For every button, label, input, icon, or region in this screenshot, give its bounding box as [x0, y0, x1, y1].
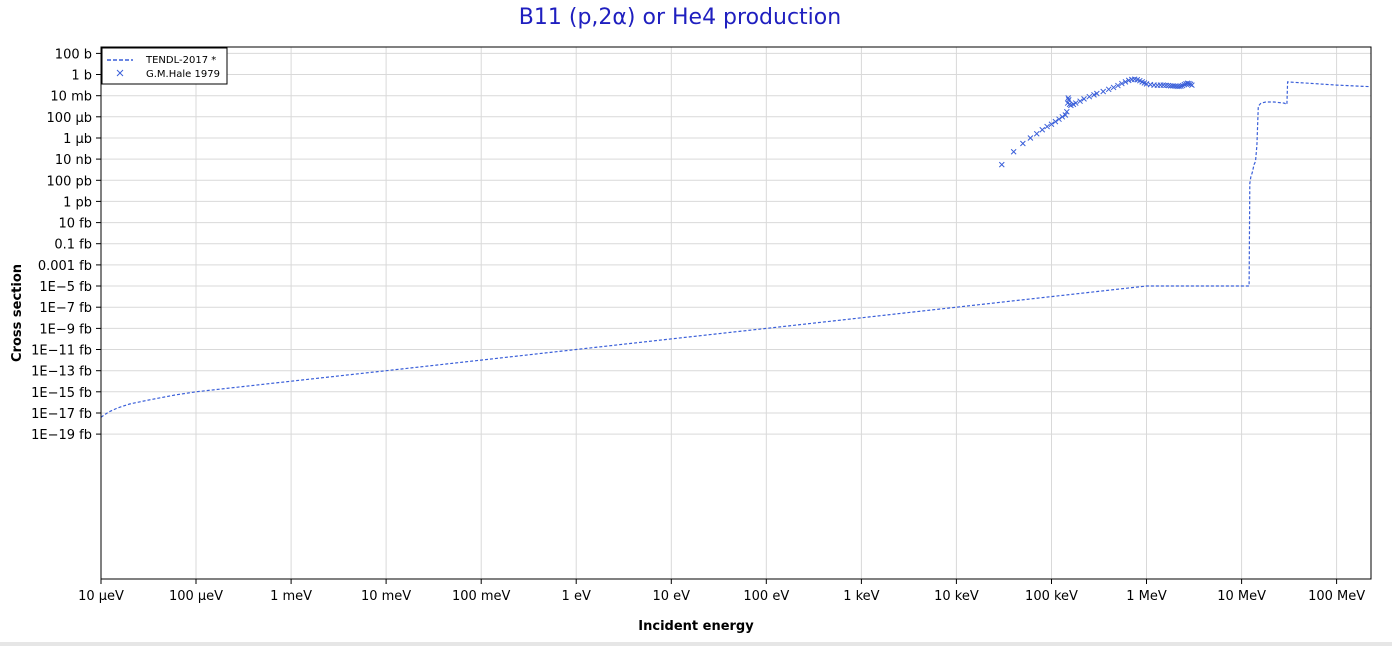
data-point-hale-1979 [998, 161, 1005, 168]
data-point-hale-1979 [1118, 80, 1125, 87]
x-tick-label: 1 eV [562, 589, 591, 604]
y-tick-label: 1 μb [63, 132, 92, 147]
y-tick-label: 1E−19 fb [31, 428, 92, 443]
data-point-hale-1979 [1065, 97, 1072, 103]
data-point-hale-1979 [1081, 96, 1087, 102]
data-point-hale-1979 [1167, 82, 1174, 89]
legend-label-hale: G.M.Hale 1979 [146, 69, 220, 80]
data-point-hale-1979 [1115, 82, 1121, 89]
data-point-hale-1979 [1110, 84, 1117, 91]
data-point-hale-1979 [1048, 121, 1055, 128]
plot-frame [100, 46, 1372, 580]
y-tick-label: 1E−11 fb [31, 344, 92, 359]
x-tick-label: 1 MeV [1126, 589, 1167, 604]
y-tick-label: 1E−9 fb [39, 322, 92, 337]
data-point-hale-1979 [1052, 118, 1059, 125]
y-tick-label: 1E−7 fb [39, 301, 92, 316]
data-point-hale-1979 [1072, 100, 1079, 106]
data-point-hale-1979 [1065, 95, 1072, 101]
data-point-hale-1979 [1039, 126, 1046, 133]
legend: TENDL-2017 * G.M.Hale 1979 [101, 47, 228, 85]
data-point-hale-1979 [1020, 140, 1026, 147]
data-point-hale-1979 [1033, 130, 1040, 137]
x-tick-label: 100 meV [452, 589, 511, 604]
y-tick-label: 1E−5 fb [39, 280, 92, 295]
series-line-tendl-2017 [100, 81, 1372, 418]
data-point-hale-1979 [1122, 79, 1129, 85]
y-tick-label: 1E−15 fb [31, 386, 92, 401]
x-tick-label: 1 keV [843, 589, 879, 604]
data-point-hale-1979 [1091, 91, 1097, 98]
y-tick-label: 10 fb [58, 217, 92, 232]
data-point-hale-1979 [1010, 148, 1017, 155]
x-tick-label: 100 MeV [1308, 589, 1365, 604]
x-tick-label: 10 eV [653, 589, 691, 604]
x-tick-label: 100 μeV [169, 589, 223, 604]
x-tick-label: 10 MeV [1217, 589, 1266, 604]
data-point-hale-1979 [1189, 82, 1195, 88]
legend-label-tendl: TENDL-2017 * [145, 55, 216, 66]
x-tick-label: 10 keV [934, 589, 979, 604]
data-point-hale-1979 [1179, 82, 1186, 89]
legend-swatch-hale [116, 69, 124, 77]
plot-area [100, 76, 1372, 418]
data-point-hale-1979 [1105, 86, 1112, 93]
y-tick-label: 10 nb [55, 153, 92, 168]
y-tick-label: 0.001 fb [38, 259, 92, 274]
data-point-hale-1979 [1062, 112, 1069, 118]
x-tick-label: 100 keV [1025, 589, 1078, 604]
y-tick-label: 1E−17 fb [31, 407, 92, 422]
y-axis-label: Cross section [10, 264, 25, 362]
y-tick-label: 1 pb [63, 195, 92, 210]
data-point-hale-1979 [1178, 83, 1184, 89]
axis-ticks: 10 μeV 100 μeV 1 meV 10 meV 100 meV 1 eV 10 eV… [31, 47, 1365, 604]
window-bottom-edge [0, 642, 1392, 646]
y-tick-label: 1 b [71, 69, 92, 84]
data-point-hale-1979 [1086, 93, 1093, 100]
y-tick-label: 0.1 fb [54, 238, 92, 253]
grid [100, 47, 1371, 579]
y-tick-label: 1E−13 fb [31, 365, 92, 380]
data-point-hale-1979 [1059, 113, 1066, 120]
x-tick-label: 1 meV [270, 589, 312, 604]
legend-box [101, 47, 228, 85]
y-tick-label: 100 b [55, 47, 92, 62]
data-point-hale-1979 [1056, 116, 1062, 123]
data-point-hale-1979 [1093, 90, 1100, 97]
data-point-hale-1979 [1027, 135, 1034, 141]
data-point-hale-1979 [1100, 88, 1107, 95]
x-tick-label: 10 μeV [78, 589, 124, 604]
y-tick-label: 100 pb [47, 174, 92, 189]
y-tick-label: 100 μb [47, 111, 92, 126]
data-point-hale-1979 [1165, 82, 1172, 89]
data-point-hale-1979 [1063, 108, 1070, 115]
y-tick-label: 10 mb [50, 90, 92, 105]
x-axis-label: Incident energy [638, 619, 754, 634]
data-point-hale-1979 [1181, 81, 1188, 88]
x-tick-label: 10 meV [361, 589, 411, 604]
data-point-hale-1979 [1044, 123, 1050, 130]
data-point-hale-1979 [1077, 98, 1083, 105]
x-tick-label: 100 eV [743, 589, 789, 604]
data-point-hale-1979 [1186, 80, 1192, 87]
chart-title: B11 (p,2α) or He4 production [519, 5, 841, 30]
